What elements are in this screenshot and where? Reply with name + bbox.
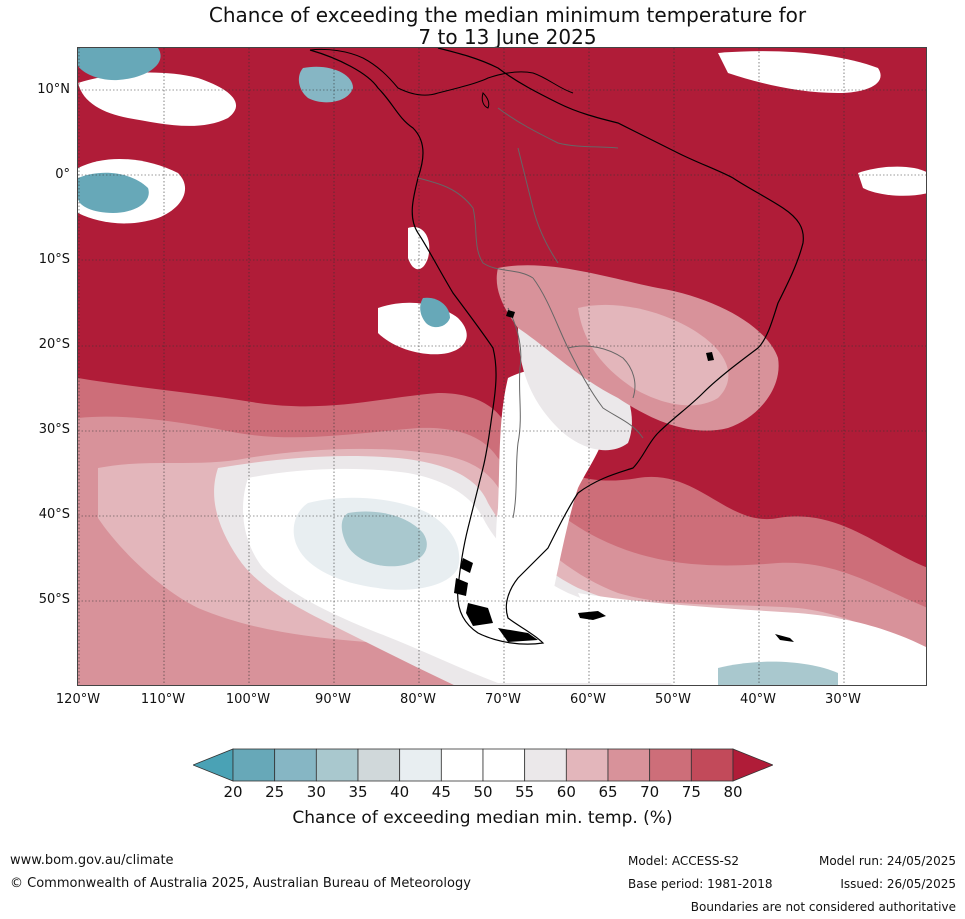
colorbar-segment — [440, 748, 484, 782]
colorbar-arrow-low — [191, 748, 234, 782]
model-run-date: Model run: 24/05/2025 — [818, 854, 956, 868]
lon-label-90w: 90°W — [315, 692, 351, 707]
colorbar-tick-label: 45 — [431, 783, 451, 801]
colorbar-segment — [232, 748, 276, 782]
colorbar-tick-label: 30 — [306, 783, 326, 801]
country-borders — [417, 107, 644, 519]
copyright-notice: © Commonwealth of Australia 2025, Austra… — [10, 876, 471, 891]
boundaries-disclaimer: Boundaries are not considered authoritat… — [690, 900, 956, 914]
south-atlantic-white — [578, 593, 926, 685]
colorbar-segment — [399, 748, 442, 782]
title-line-2: 7 to 13 June 2025 — [418, 25, 597, 49]
colorbar-segment — [357, 748, 401, 782]
lon-label-40w: 40°W — [740, 692, 776, 707]
galapagos-white — [408, 227, 430, 270]
lake-maracaibo — [481, 92, 490, 109]
colorbar-tick-label: 55 — [515, 783, 535, 801]
colorbar-segment — [649, 748, 692, 782]
peru-coast-teal — [420, 297, 450, 328]
lon-label-30w: 30°W — [825, 692, 861, 707]
tropical-pacific-teal-north — [78, 48, 161, 81]
colorbar-label: Chance of exceeding median min. temp. (%… — [292, 808, 673, 828]
map-title: Chance of exceeding the median minimum t… — [0, 4, 965, 48]
lat-label-50s: 50°S — [38, 592, 70, 607]
south-georgia — [775, 634, 794, 642]
colorbar-tick-label: 40 — [390, 783, 410, 801]
lon-label-50w: 50°W — [655, 692, 691, 707]
probability-map — [77, 47, 927, 686]
colorbar-segment — [690, 748, 734, 782]
colorbar-tick-label: 70 — [640, 783, 660, 801]
tierra-del-fuego — [454, 558, 538, 642]
atlantic-east-white — [858, 166, 926, 196]
lat-label-10s: 10°S — [38, 252, 70, 267]
lake-titicaca — [506, 310, 515, 318]
lon-label-110w: 110°W — [140, 692, 186, 707]
falkland-islands — [578, 611, 606, 620]
colorbar-segment — [524, 748, 567, 782]
lat-label-20s: 20°S — [38, 337, 70, 352]
colorbar-tick-label: 80 — [723, 783, 743, 801]
southern-belt-teal — [341, 511, 427, 567]
lon-label-80w: 80°W — [400, 692, 436, 707]
lon-label-60w: 60°W — [570, 692, 606, 707]
tropical-pacific-teal-west — [78, 172, 149, 213]
colorbar-tick-label: 60 — [556, 783, 576, 801]
south-atlantic-teal — [718, 661, 838, 685]
colorbar-segment — [607, 748, 651, 782]
colorbar-tick-label: 75 — [681, 783, 701, 801]
colorbar-arrow-high — [732, 748, 775, 782]
tropical-pacific-white-north — [78, 72, 237, 126]
lon-label-120w: 120°W — [55, 692, 101, 707]
graticule — [78, 48, 926, 685]
colorbar — [191, 748, 775, 782]
colorbar-segment — [482, 748, 526, 782]
colorbar-segment — [274, 748, 317, 782]
colorbar-tick-label: 65 — [598, 783, 618, 801]
central-america-coastline — [309, 48, 574, 96]
brazil-reservoir — [706, 352, 714, 361]
north-atlantic-white — [718, 51, 881, 93]
lon-label-70w: 70°W — [485, 692, 521, 707]
colorbar-segment — [315, 748, 359, 782]
map-canvas — [78, 48, 926, 685]
lat-label-30s: 30°S — [38, 422, 70, 437]
model-name: Model: ACCESS-S2 — [628, 854, 740, 868]
lat-label-0: 0° — [55, 167, 70, 182]
lat-label-10n: 10°N — [37, 82, 70, 97]
website-link[interactable]: www.bom.gov.au/climate — [10, 853, 174, 868]
south-america-coastline — [309, 48, 804, 645]
colorbar-svg — [191, 748, 775, 782]
tropical-pacific-teal-north-2 — [298, 66, 353, 103]
colorbar-tick-label: 35 — [348, 783, 368, 801]
colorbar-segment — [565, 748, 609, 782]
issued-date: Issued: 26/05/2025 — [840, 877, 956, 891]
lat-label-40s: 40°S — [38, 507, 70, 522]
base-period: Base period: 1981-2018 — [628, 877, 773, 891]
colorbar-tick-label: 25 — [265, 783, 285, 801]
title-line-1: Chance of exceeding the median minimum t… — [208, 3, 807, 27]
brazil-pale — [578, 304, 729, 406]
colorbar-tick-label: 20 — [223, 783, 243, 801]
colorbar-tick-label: 50 — [473, 783, 493, 801]
lon-label-100w: 100°W — [225, 692, 271, 707]
